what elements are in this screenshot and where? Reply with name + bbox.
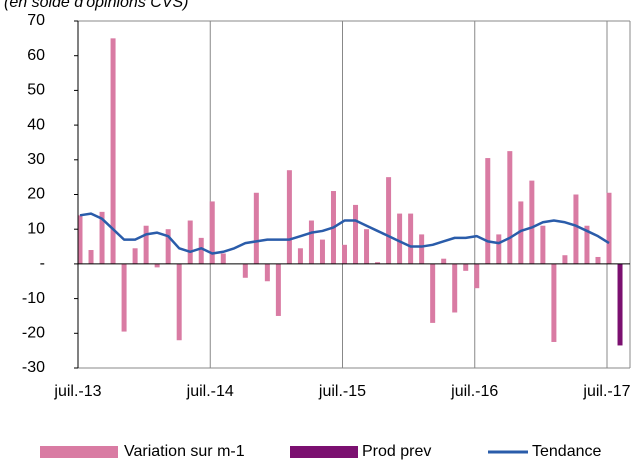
y-tick-label: 20 <box>27 186 45 203</box>
bar <box>386 177 392 264</box>
bar <box>88 250 94 264</box>
bar <box>463 263 469 271</box>
bar <box>286 170 292 264</box>
bar <box>518 201 524 264</box>
bar <box>441 258 447 264</box>
x-tick-label: juil.-15 <box>318 383 366 400</box>
bar <box>551 263 557 342</box>
y-tick-label: 60 <box>27 47 45 64</box>
bar <box>595 256 601 264</box>
y-tick-label: - <box>40 255 45 272</box>
bar <box>187 220 193 264</box>
bar <box>364 229 370 264</box>
legend-label: Variation sur m-1 <box>124 443 245 460</box>
bar <box>342 244 347 264</box>
bar <box>297 248 303 264</box>
legend-swatch <box>40 446 118 458</box>
y-tick-label: -10 <box>22 290 45 307</box>
bar <box>275 263 281 316</box>
bar <box>529 180 535 264</box>
bar <box>573 194 579 264</box>
bar <box>474 263 480 289</box>
bar <box>154 263 160 268</box>
x-tick-label: juil.-17 <box>582 383 630 400</box>
bar <box>430 263 436 323</box>
x-tick-label: juil.-14 <box>186 383 234 400</box>
chart-subtitle: (en solde d'opinions CVS) <box>4 0 189 11</box>
bar <box>540 225 546 264</box>
bar <box>121 263 127 332</box>
y-tick-label: 70 <box>27 12 45 29</box>
y-tick-label: 30 <box>27 151 45 168</box>
bar <box>562 255 568 264</box>
x-tick-label: juil.-16 <box>450 383 498 400</box>
bar <box>485 158 491 264</box>
bar <box>198 237 204 264</box>
bar <box>165 229 171 264</box>
bar <box>319 239 325 264</box>
trend-line <box>79 212 610 255</box>
bar <box>584 225 590 264</box>
bar <box>264 263 270 282</box>
bar <box>617 263 623 346</box>
bar <box>496 234 502 264</box>
bar <box>77 215 83 264</box>
legend-swatch <box>290 446 358 458</box>
bar <box>308 220 314 264</box>
bar <box>110 38 116 264</box>
bar <box>253 192 259 264</box>
bar <box>209 201 215 264</box>
bar <box>99 211 105 264</box>
bar <box>419 234 425 264</box>
bar <box>397 213 403 264</box>
legend-label: Tendance <box>532 443 601 460</box>
bar <box>143 225 149 264</box>
y-tick-label: 40 <box>27 116 45 133</box>
y-tick-label: 50 <box>27 82 45 99</box>
y-tick-label: -20 <box>22 325 45 342</box>
bar <box>353 204 359 264</box>
legend-label: Prod prev <box>362 443 431 460</box>
bar <box>452 263 458 313</box>
bar <box>242 263 248 278</box>
x-tick-label: juil.-13 <box>53 383 101 400</box>
bar <box>176 263 182 341</box>
y-tick-label: -30 <box>22 359 45 376</box>
bar <box>132 248 138 264</box>
bar <box>408 213 414 264</box>
bar <box>220 253 226 264</box>
bar <box>375 262 381 264</box>
y-tick-label: 10 <box>27 220 45 237</box>
bar <box>606 192 612 264</box>
bar <box>507 151 513 264</box>
